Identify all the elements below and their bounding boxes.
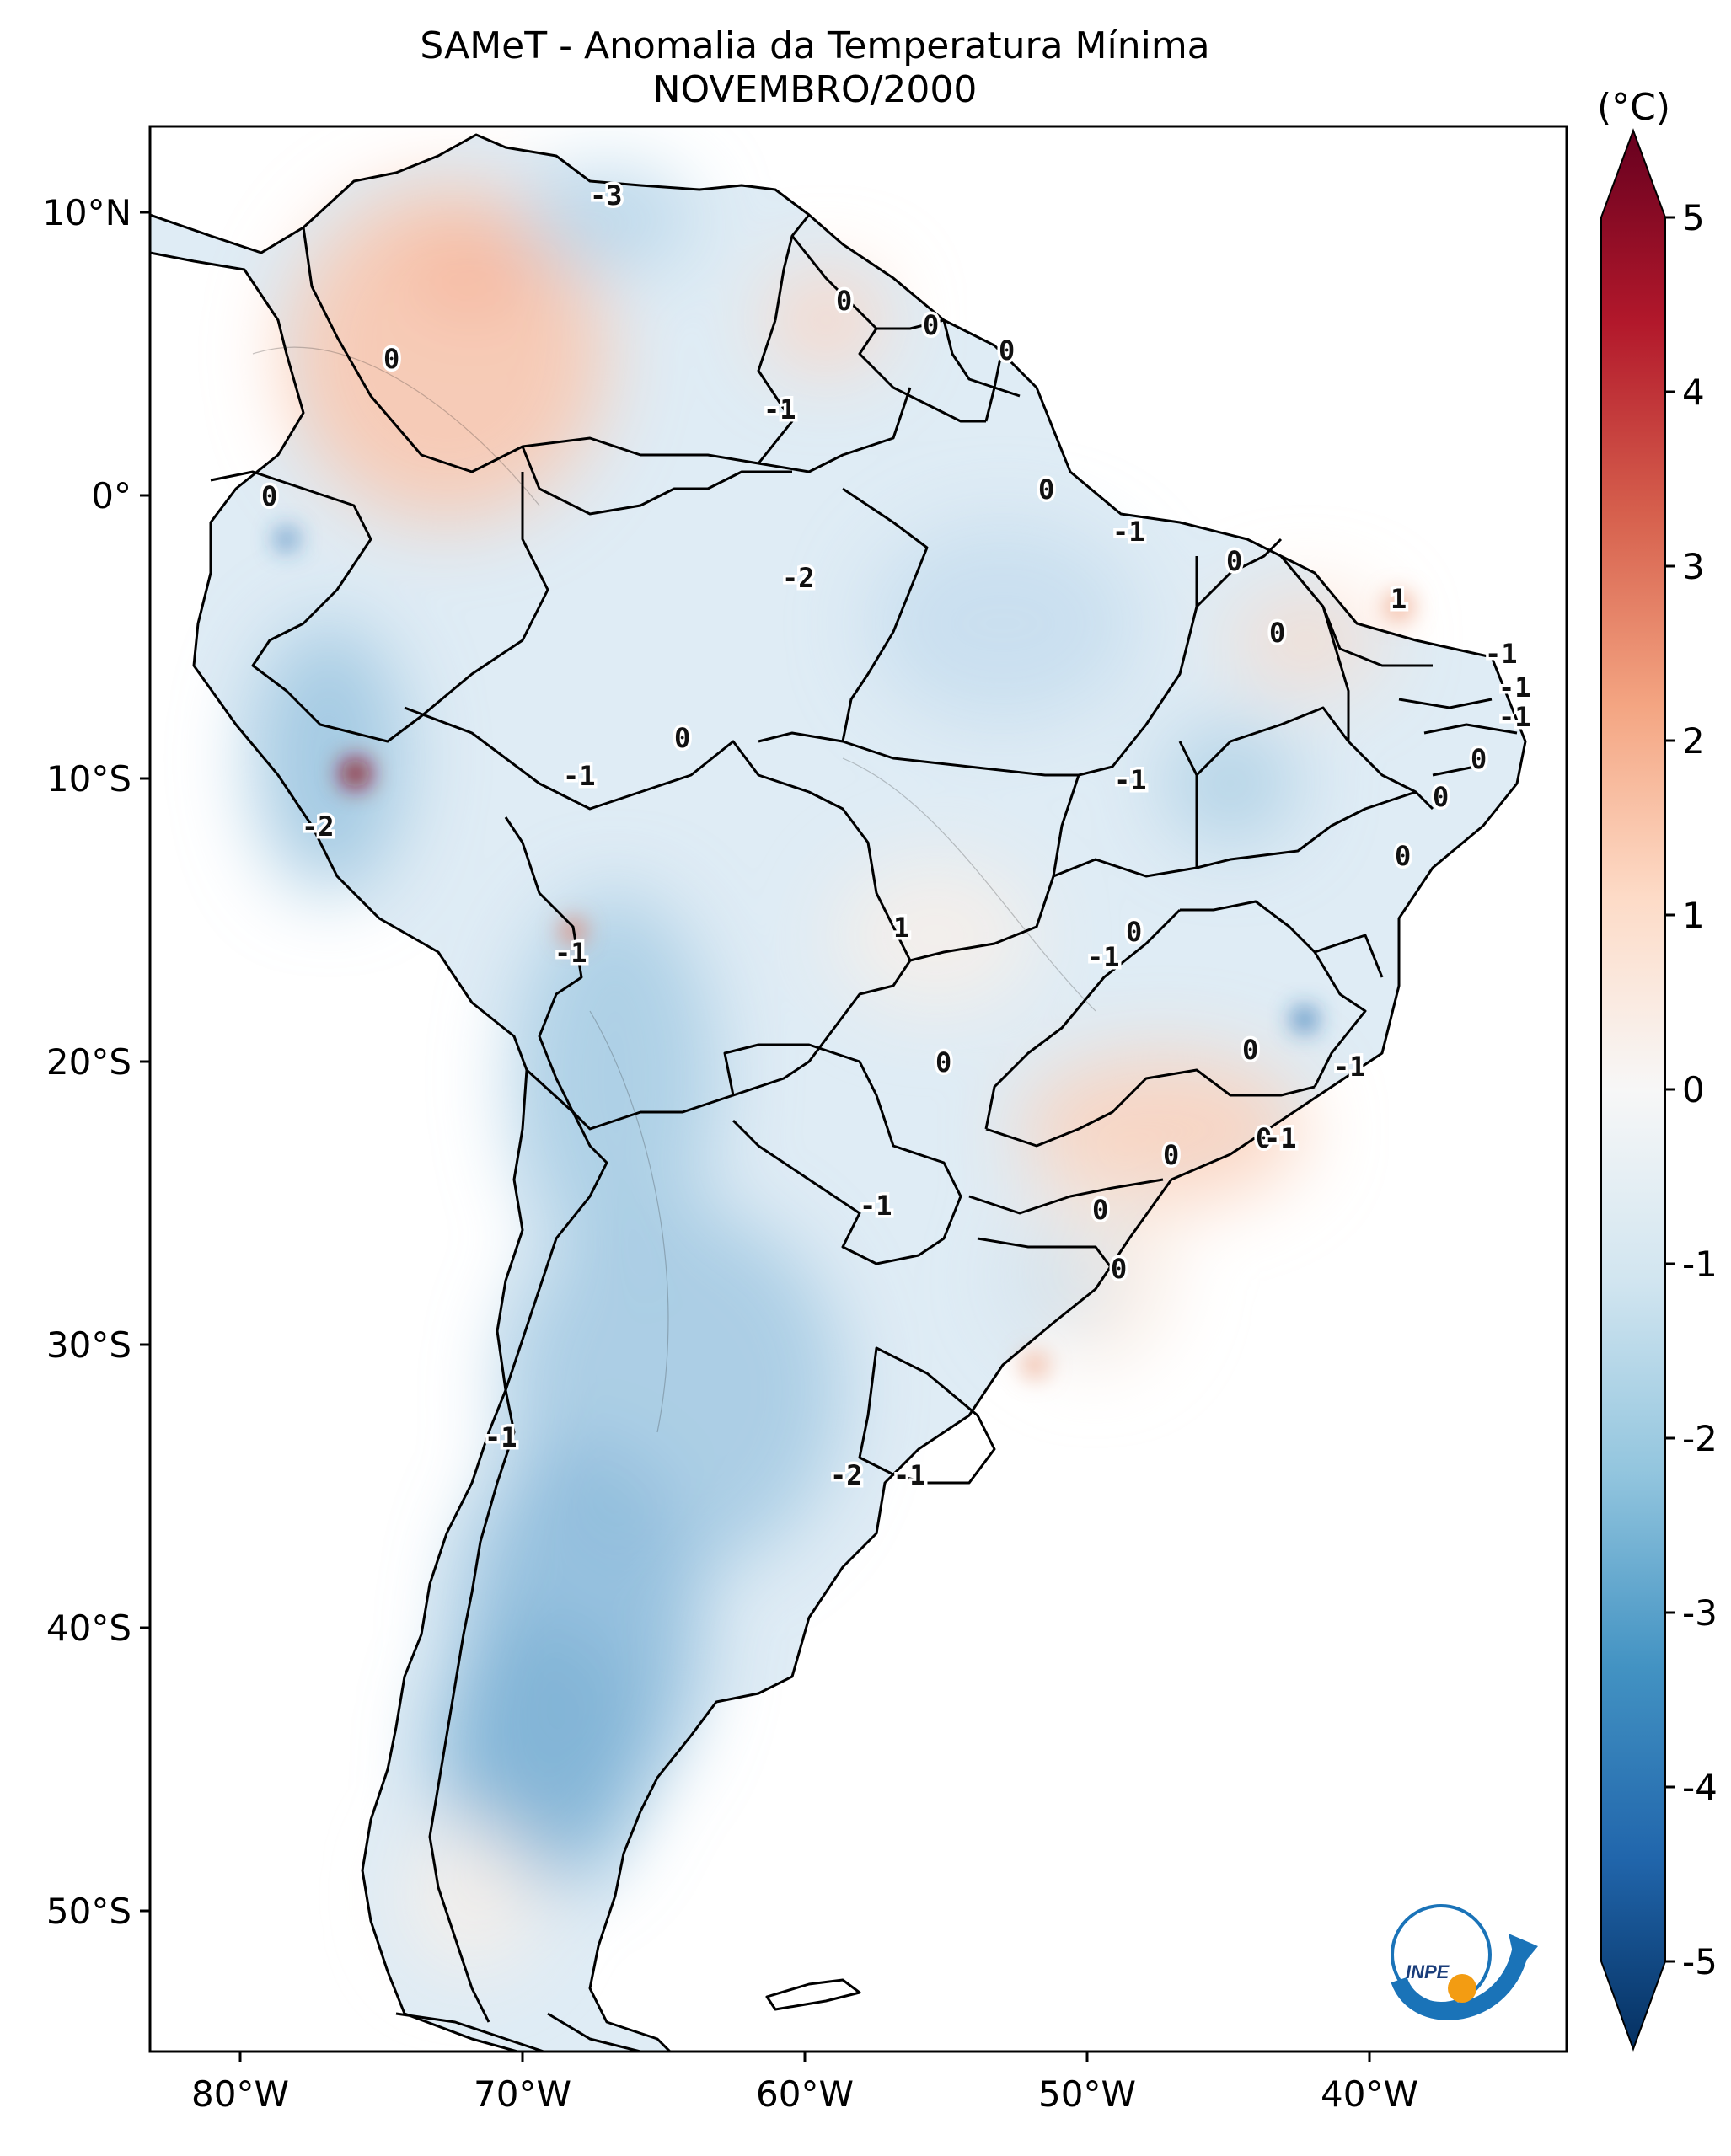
contour-label: 0 — [1038, 473, 1054, 506]
contour-label: 0 — [674, 722, 690, 754]
contour-label: -2 — [302, 811, 335, 843]
border-ecuador-peru — [210, 470, 549, 743]
contour-label: -1 — [860, 1190, 892, 1222]
border-colombia — [302, 227, 794, 473]
contour-label: -1 — [563, 760, 596, 792]
contour-label: 0 — [1242, 1034, 1258, 1066]
contour-label: -1 — [764, 393, 796, 425]
contour-label: -1 — [1485, 638, 1518, 670]
lon-axis: 80°W 70°W 60°W 50°W 40°W — [191, 2052, 1418, 2115]
contour-label: -1 — [1087, 941, 1120, 973]
colorbar-tick-label: 2 — [1682, 720, 1705, 762]
inpe-logo: INPE — [1391, 1904, 1538, 2020]
contour-label: 0 — [1256, 1122, 1272, 1154]
colorbar-tick-label: 3 — [1682, 546, 1705, 587]
contour-label: -1 — [485, 1421, 517, 1453]
colorbar-tick-label: -5 — [1682, 1941, 1718, 1982]
border-brazil-states — [521, 446, 1518, 1281]
border-chile-argentina — [428, 1068, 608, 2023]
contour-labels: -3 0 0 0 0 -1 0 -1 -2 0 1 0 -1 -1 -1 0 0… — [259, 177, 1535, 1495]
colorbar-tick-label: 4 — [1682, 372, 1705, 413]
lon-tick-label: 50°W — [1038, 2073, 1136, 2115]
contour-label: -1 — [1498, 671, 1531, 704]
contour-label: 0 — [836, 285, 852, 317]
contour-label: 0 — [1226, 545, 1242, 577]
colorbar-tick-label: -1 — [1682, 1244, 1718, 1285]
anomaly-field: -3 0 0 0 0 -1 0 -1 -2 0 1 0 -1 -1 -1 0 0… — [150, 133, 1538, 2052]
contour-label: 0 — [935, 1046, 951, 1078]
contour-label: 0 — [1433, 781, 1449, 813]
map-frame — [148, 125, 1568, 2053]
contour-label: -1 — [1112, 516, 1145, 548]
contour-label: 0 — [1092, 1194, 1108, 1226]
lat-axis: 10°N 0° 10°S 20°S 30°S 40°S 50°S — [42, 192, 150, 1932]
borders — [150, 133, 1527, 2052]
contour-label: 1 — [1391, 583, 1407, 615]
contour-label: -1 — [893, 1459, 926, 1491]
contour-label: 0 — [1395, 840, 1411, 872]
contour-label: -1 — [555, 937, 587, 969]
contour-label: -1 — [1498, 701, 1531, 733]
lat-tick-label: 30°S — [46, 1324, 131, 1366]
colorbar-tick-label: 0 — [1682, 1069, 1705, 1110]
lon-tick-label: 70°W — [474, 2073, 571, 2115]
colorbar: 5 4 3 2 1 0 -1 -2 -3 -4 -5 — [1600, 128, 1718, 2052]
lat-tick-label: 20°S — [46, 1041, 131, 1083]
contour-label: -3 — [590, 179, 623, 211]
contour-label: -2 — [830, 1459, 863, 1491]
contour-label: -2 — [782, 562, 815, 594]
contour-label: 0 — [383, 343, 399, 375]
contour-label: 0 — [261, 480, 277, 512]
colorbar-tick-label: 1 — [1682, 895, 1705, 936]
border-guianas — [790, 235, 1021, 423]
contour-label: -1 — [1264, 1122, 1297, 1154]
contour-lines — [252, 346, 1096, 1433]
island-tierra-del-fuego — [395, 2012, 646, 2052]
map-subtitle: NOVEMBRO/2000 — [652, 68, 978, 111]
map-title: SAMeT - Anomalia da Temperatura Mínima — [420, 24, 1210, 67]
inpe-logo-text: INPE — [1406, 1961, 1450, 1982]
lon-tick-label: 40°W — [1321, 2073, 1418, 2115]
lat-tick-label: 40°S — [46, 1608, 131, 1649]
contour-label: 0 — [1269, 617, 1285, 649]
colorbar-bar — [1600, 128, 1666, 2052]
lon-tick-label: 80°W — [191, 2073, 289, 2115]
contour-label: 0 — [1471, 743, 1487, 775]
inpe-logo-dot — [1448, 1974, 1476, 2003]
border-paraguay — [723, 1043, 962, 1265]
contour-label: 0 — [999, 334, 1015, 366]
contour-label: 0 — [923, 309, 939, 341]
colorbar-tick-label: 5 — [1682, 197, 1705, 238]
lat-tick-label: 10°N — [42, 192, 131, 233]
lat-tick-label: 50°S — [46, 1891, 131, 1932]
border-peru-bolivia — [404, 706, 912, 1131]
contour-label: 0 — [1163, 1139, 1179, 1171]
border-venezuela — [758, 214, 912, 473]
contour-label: 0 — [1126, 916, 1142, 948]
colorbar-tick-label: -4 — [1682, 1767, 1718, 1808]
lat-tick-label: 10°S — [46, 758, 131, 800]
coastline — [150, 133, 1527, 2052]
colorbar-tick-label: -3 — [1682, 1592, 1718, 1634]
lon-tick-label: 60°W — [756, 2073, 854, 2115]
island-falklands — [765, 1978, 861, 2011]
contour-label: -1 — [1333, 1051, 1366, 1083]
colorbar-tick-label: -2 — [1682, 1418, 1718, 1459]
colorbar-unit: (°C) — [1597, 86, 1671, 129]
contour-label: -1 — [1114, 764, 1147, 796]
contour-label: 1 — [893, 912, 909, 944]
lat-tick-label: 0° — [91, 475, 131, 516]
border-uruguay — [858, 1346, 996, 1485]
contour-label: 0 — [1111, 1253, 1127, 1285]
